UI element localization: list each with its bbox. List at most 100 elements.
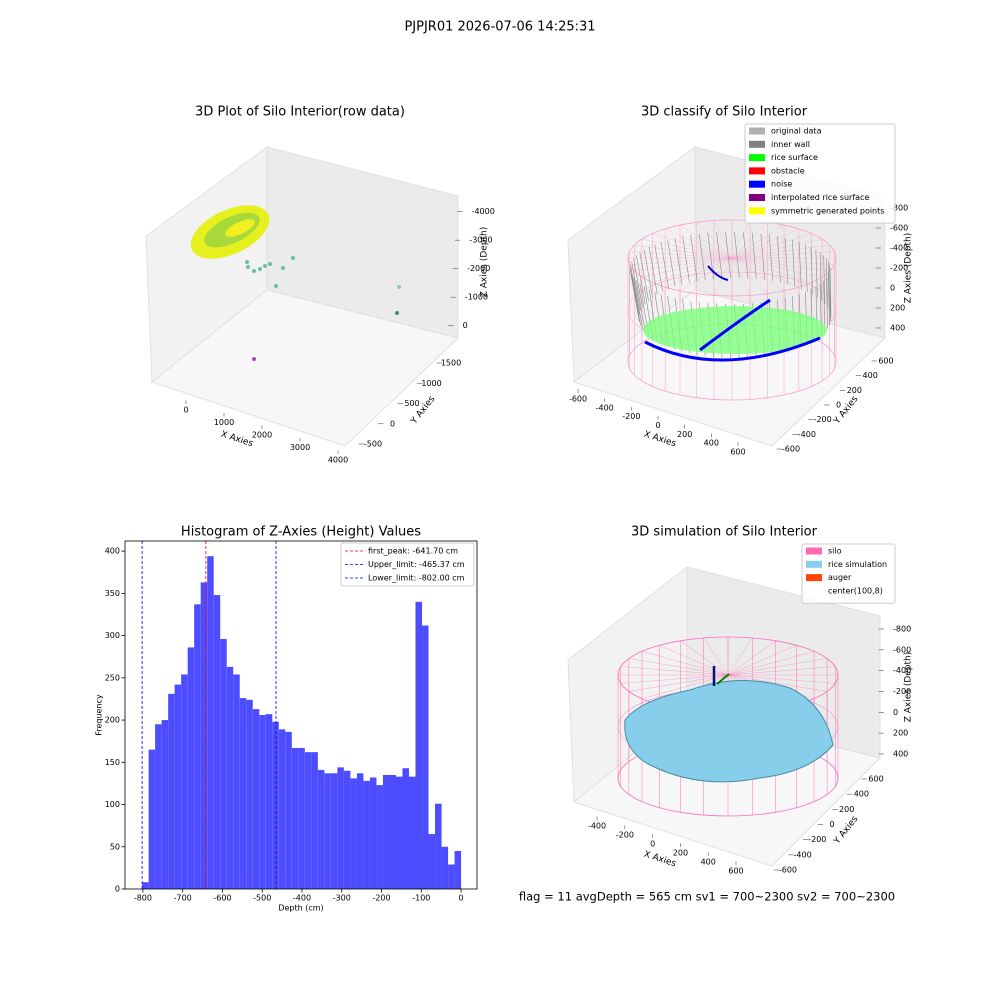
- y-tick-label: 200: [105, 716, 120, 725]
- silo-spoke: [629, 251, 733, 259]
- simulation-surface: [617, 636, 839, 817]
- legend-label: silo: [828, 547, 842, 556]
- axes-frame: [124, 540, 478, 890]
- wall-line: [716, 232, 723, 279]
- silo-spoke: [703, 637, 729, 676]
- y-tick-label: 500: [404, 399, 419, 408]
- wall-line: [743, 232, 749, 279]
- bar: [350, 778, 357, 889]
- legend-swatch: [806, 547, 822, 555]
- panel-title: 3D classify of Silo Interior: [641, 105, 808, 120]
- z-tick-label: -4000: [472, 207, 495, 216]
- bar: [435, 803, 442, 889]
- z-tick-label: -2000: [467, 264, 490, 273]
- bar: [252, 709, 260, 889]
- raw-points: [190, 205, 401, 361]
- bar: [317, 769, 325, 889]
- bar: [408, 776, 416, 889]
- x-tick-label: 0: [650, 840, 655, 849]
- silo-spoke: [731, 257, 751, 296]
- legend-label: auger: [828, 573, 852, 582]
- x-tick-label: 400: [701, 858, 716, 867]
- y-tick-label: -200: [808, 835, 826, 844]
- bar: [285, 731, 292, 889]
- y-tick-label: 400: [854, 790, 869, 799]
- y-tick-label: 600: [878, 356, 893, 365]
- wall-line: [828, 261, 830, 311]
- silo-spoke: [634, 244, 733, 259]
- x-axis-label: X Axies: [642, 430, 677, 450]
- y-tick-label: 150: [105, 758, 120, 767]
- silo-spoke: [652, 257, 733, 283]
- silo-spoke: [665, 257, 733, 288]
- y-tick-label: 0: [390, 419, 395, 428]
- y-tick-label: 350: [105, 589, 120, 598]
- z-tick-label: -800: [890, 204, 908, 213]
- silo-spoke: [634, 257, 733, 272]
- silo-spoke: [727, 640, 776, 676]
- wall-line: [660, 241, 669, 290]
- auger: [716, 673, 730, 685]
- bar: [311, 752, 318, 889]
- x-tick-label: 0: [655, 421, 660, 430]
- bar: [194, 604, 201, 889]
- x-tick-label: -500: [253, 894, 271, 903]
- legend-swatch: [749, 127, 765, 135]
- wall-line: [682, 236, 690, 283]
- z-tick-label: 200: [890, 304, 905, 313]
- legend-box: [340, 542, 475, 587]
- z-tick-label: 200: [893, 729, 908, 738]
- noise-points: [644, 298, 821, 362]
- bar: [220, 638, 227, 889]
- wall-line: [805, 244, 808, 292]
- z-axis-label: Z Axies (Depth): [904, 652, 914, 723]
- y-tick-label: 1000: [421, 379, 441, 388]
- silo-spoke: [731, 228, 799, 259]
- bar: [324, 773, 331, 889]
- x-tick-label: 3000: [290, 443, 310, 452]
- y-tick-label: 400: [105, 547, 120, 556]
- silo-spoke: [731, 257, 785, 292]
- z-tick-label: 0: [890, 284, 895, 293]
- wall-line: [777, 236, 781, 283]
- bar: [155, 724, 162, 889]
- suptitle: PJPJR01 2026-07-06 14:25:31: [404, 20, 595, 35]
- x-tick-label: 200: [673, 849, 688, 858]
- x-tick-label: -800: [134, 894, 152, 903]
- bar: [213, 595, 221, 889]
- silo-spoke: [731, 257, 823, 278]
- y-tick-label: 300: [105, 631, 120, 640]
- legend-swatch: [806, 574, 822, 582]
- z-tick-label: 0: [463, 321, 468, 330]
- silo-spoke: [679, 224, 733, 259]
- legend-swatch: [806, 560, 822, 568]
- z-axis-label: Z Axies (Depth): [480, 227, 490, 298]
- silo-spoke: [731, 238, 823, 259]
- bar: [246, 699, 253, 889]
- panes-1: [145, 146, 460, 447]
- y-tick-label: 0: [115, 885, 120, 894]
- silo-spoke: [680, 640, 729, 676]
- y-tick-label: -600: [782, 445, 800, 454]
- bar: [168, 693, 175, 889]
- wall-line: [629, 267, 640, 319]
- y-tick-label: 600: [868, 774, 883, 783]
- wall-line: [829, 267, 832, 319]
- x-tick-label: 0: [459, 894, 464, 903]
- x-tick-label: 200: [677, 430, 692, 439]
- z-tick-label: 0: [893, 708, 898, 717]
- wall-line: [725, 232, 731, 279]
- z-tick-label: -600: [890, 224, 908, 233]
- x-tick-label: -600: [569, 395, 587, 404]
- bar: [415, 601, 423, 889]
- x-tick-label: 600: [730, 447, 745, 456]
- bar: [200, 582, 208, 889]
- wall-line: [631, 261, 641, 311]
- bar: [356, 773, 364, 889]
- x-axis-label: X Axies: [219, 430, 254, 450]
- z-tick-label: 400: [893, 749, 908, 758]
- bar: [343, 770, 351, 889]
- x-tick-label: -100: [412, 894, 430, 903]
- bar: [428, 834, 436, 889]
- wall-line: [636, 255, 646, 304]
